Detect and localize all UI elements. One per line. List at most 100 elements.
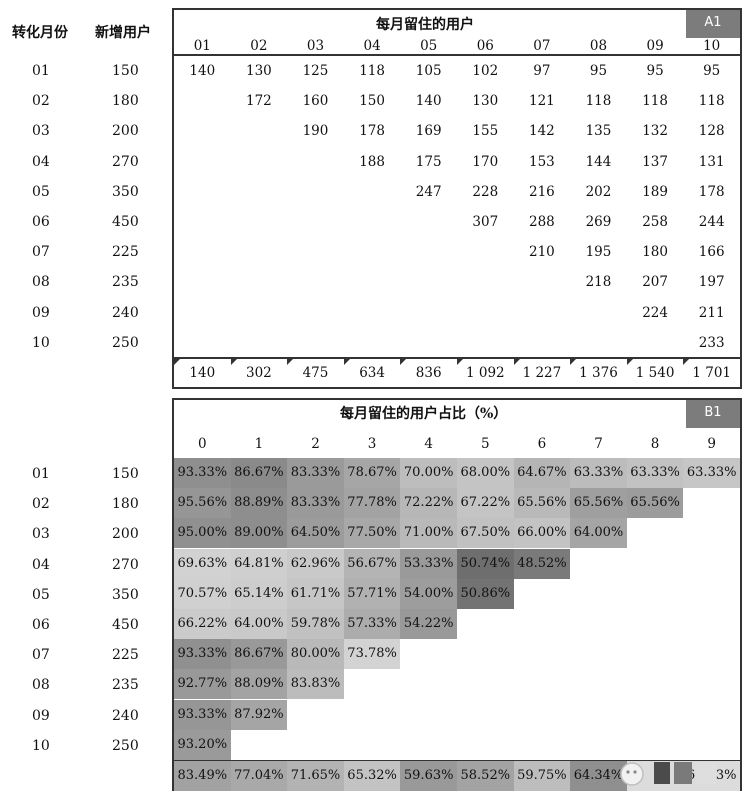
row-month: 07 xyxy=(32,244,50,261)
table-a-total-marker xyxy=(230,358,238,365)
table-b-cell: 54.22% xyxy=(400,609,457,639)
table-b-total-divider xyxy=(174,760,740,762)
table-b-cell: 77.78% xyxy=(343,488,401,519)
table-a-total-marker xyxy=(174,358,181,365)
table-b-cell: 68.00% xyxy=(457,458,514,488)
table-a-cell: 188 xyxy=(359,153,385,170)
table-a-cell: 228 xyxy=(472,183,499,200)
table-a-cell: 118 xyxy=(585,93,612,110)
table-b-cell: 86.67% xyxy=(230,458,288,488)
row-month: 05 xyxy=(32,586,50,603)
table-b-cell: 71.00% xyxy=(400,518,457,549)
table-a-cell: 190 xyxy=(302,123,329,140)
table-a-title: 每月留住的用户 xyxy=(376,17,474,33)
table-b-cell: 93.20% xyxy=(174,729,231,760)
table-a-total-divider xyxy=(174,357,740,359)
table-a-column-header: 02 xyxy=(250,38,268,54)
table-b-cell: 92.77% xyxy=(174,669,231,700)
table-b-column-header: 8 xyxy=(650,436,660,452)
table-a-cell: 130 xyxy=(472,93,499,110)
table-a-cell: 102 xyxy=(472,63,499,79)
table-b-cell: 54.00% xyxy=(400,578,457,609)
table-a-cell: 150 xyxy=(359,93,385,110)
row-new-users: 270 xyxy=(112,556,139,573)
row-month: 08 xyxy=(32,274,50,291)
row-month: 03 xyxy=(32,123,50,140)
table-b-title: 每月留住的用户占比（%） xyxy=(340,406,508,422)
row-new-users: 350 xyxy=(112,586,139,603)
table-b-cell: 57.33% xyxy=(343,609,401,639)
row-new-users: 225 xyxy=(112,647,139,664)
table-a-cell: 95 xyxy=(646,63,664,79)
table-b-column-header: 6 xyxy=(537,436,547,452)
table-a-total-marker xyxy=(400,358,408,365)
table-a-cell: 216 xyxy=(529,183,555,200)
row-new-users: 200 xyxy=(112,526,139,543)
table-a-column-header: 10 xyxy=(703,38,721,54)
table-a-cell: 258 xyxy=(642,214,668,230)
table-a-total-marker xyxy=(513,358,521,365)
table-a-total-marker xyxy=(570,358,578,365)
table-a-column-header: 09 xyxy=(646,38,664,54)
row-month: 01 xyxy=(32,466,50,482)
table-b-cell: 95.00% xyxy=(174,518,231,549)
table-a-total-marker xyxy=(343,358,351,365)
table-b-badge: B1 xyxy=(686,400,740,428)
row-month: 09 xyxy=(32,707,50,724)
table-b-total: 77.04% xyxy=(230,761,288,791)
row-new-users: 240 xyxy=(112,304,139,321)
table-a-total: 1 227 xyxy=(522,365,562,381)
table-a-cell: 244 xyxy=(698,214,725,230)
row-new-users: 235 xyxy=(112,677,139,694)
table-a-cell: 118 xyxy=(359,63,385,79)
table-b-cell: 64.00% xyxy=(570,518,627,549)
table-b-cell: 93.33% xyxy=(174,639,231,670)
row-month: 05 xyxy=(32,183,50,200)
table-a-cell: 130 xyxy=(246,63,272,79)
table-b-total: 58.52% xyxy=(457,761,514,791)
row-month: 08 xyxy=(32,677,50,694)
row-month: 07 xyxy=(32,647,50,664)
table-a-cell: 144 xyxy=(585,153,612,170)
table-a-cell: 247 xyxy=(415,183,442,200)
table-a-cell: 118 xyxy=(698,93,725,110)
table-a-cell: 172 xyxy=(246,93,272,110)
row-month: 04 xyxy=(32,153,50,170)
table-a-total-marker xyxy=(683,358,691,365)
month-header: 转化月份 xyxy=(12,25,68,41)
table-a-cell: 166 xyxy=(698,244,725,261)
table-b-cell: 57.71% xyxy=(343,578,401,609)
table-a-total-marker xyxy=(626,358,634,365)
table-b-column-header: 5 xyxy=(481,436,490,452)
table-b-cell: 83.83% xyxy=(287,669,344,700)
table-a-cell: 189 xyxy=(642,183,668,200)
row-month: 04 xyxy=(32,556,50,573)
table-b-cell: 65.56% xyxy=(626,488,684,519)
table-a-total: 1 701 xyxy=(692,365,732,381)
row-new-users: 270 xyxy=(112,153,139,170)
table-a-cell: 180 xyxy=(642,244,668,261)
row-new-users: 240 xyxy=(112,707,139,724)
table-b-cell: 86.67% xyxy=(230,639,288,670)
table-b-total: 65.32% xyxy=(343,761,401,791)
table-b-cell: 66.00% xyxy=(513,518,571,549)
table-a-cell: 170 xyxy=(472,153,499,170)
table-b-column-header: 4 xyxy=(424,436,433,452)
table-b-cell: 77.50% xyxy=(343,518,401,549)
table-a-total: 1 092 xyxy=(465,365,505,381)
table-a-total: 140 xyxy=(189,365,216,381)
table-a-cell: 121 xyxy=(529,93,555,110)
table-a-cell: 233 xyxy=(698,334,725,351)
watermark-logo-icon xyxy=(620,762,716,786)
table-a-cell: 95 xyxy=(703,63,721,79)
table-b-cell: 63.33% xyxy=(570,458,627,488)
table-b-cell: 69.63% xyxy=(174,548,231,579)
table-a xyxy=(172,8,742,389)
table-a-cell: 118 xyxy=(642,93,668,110)
table-b-cell: 87.92% xyxy=(230,699,288,730)
row-month: 03 xyxy=(32,526,50,543)
table-b-column-header: 0 xyxy=(198,436,207,452)
table-a-column-header: 08 xyxy=(589,38,608,54)
row-new-users: 235 xyxy=(112,274,139,291)
table-a-cell: 195 xyxy=(585,244,612,261)
